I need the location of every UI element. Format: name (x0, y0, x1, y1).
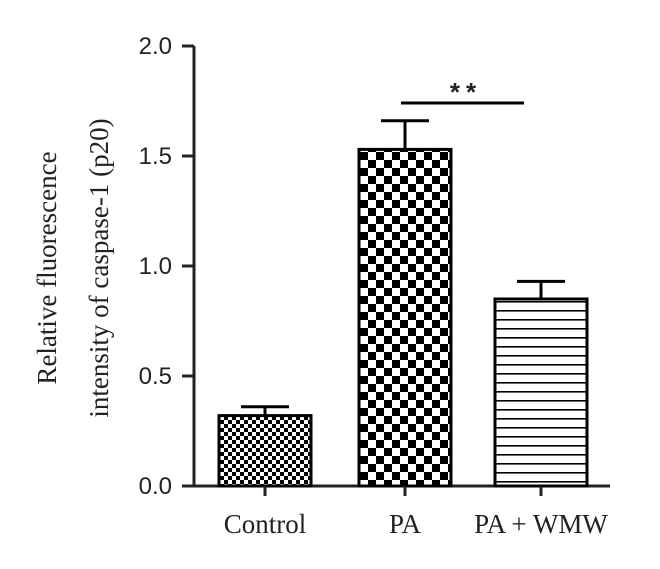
bar-pa (357, 147, 453, 488)
error-bars (241, 119, 565, 416)
bar-pa-wmw (493, 297, 589, 488)
y-axis-title-line-1: Relative fluorescence (32, 151, 62, 384)
bar-control (217, 414, 313, 488)
significance-label: ** (450, 77, 482, 107)
x-tick-label: Control (224, 509, 307, 539)
x-tick-label: PA + WMW (474, 509, 608, 539)
y-tick-label: 1.0 (139, 253, 172, 280)
y-tick-label: 2.0 (139, 33, 172, 60)
y-tick-label: 1.5 (139, 143, 172, 170)
y-tick-label: 0.0 (139, 473, 172, 500)
x-tick-labels: Control PA PA + WMW (224, 486, 608, 539)
significance-annotation: ** (401, 77, 524, 107)
x-tick-label: PA (389, 509, 422, 539)
y-ticks: 0.0 0.5 1.0 1.5 2.0 (139, 33, 194, 500)
y-axis-title-line-2: intensity of caspase-1 (p20) (84, 118, 114, 417)
y-axis-title: Relative fluorescence intensity of caspa… (32, 118, 114, 417)
bars (217, 147, 589, 488)
y-tick-label: 0.5 (139, 363, 172, 390)
